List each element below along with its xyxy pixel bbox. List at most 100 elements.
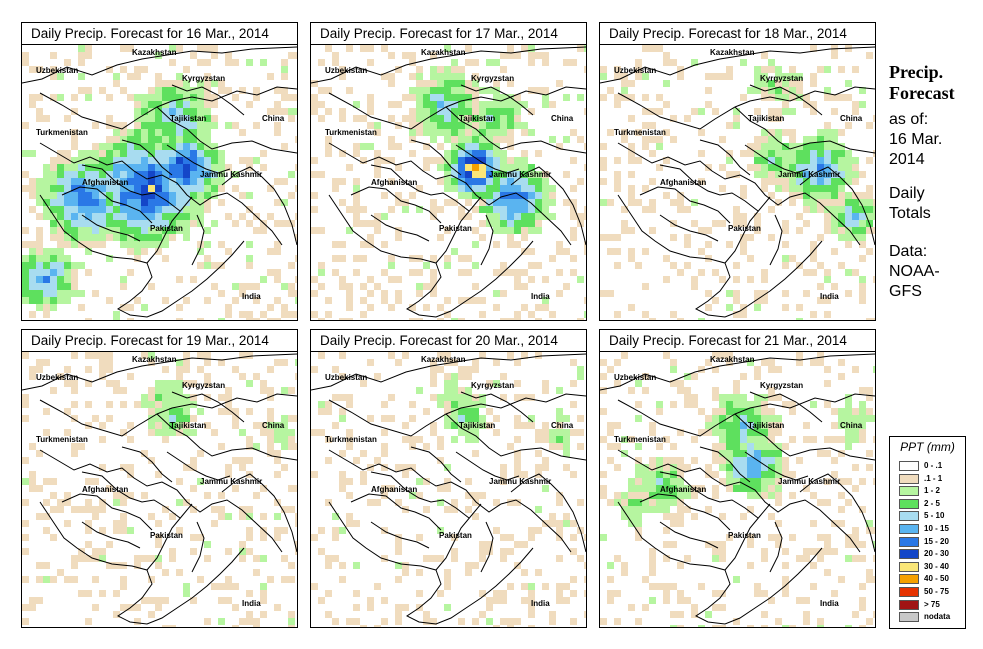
precip-cell [761, 80, 768, 87]
precip-cell [197, 352, 204, 359]
data-source-line: Data: [889, 243, 928, 260]
precip-cell [197, 192, 204, 199]
precip-cell [775, 73, 782, 80]
precip-cell [500, 108, 507, 115]
precip-cell [346, 492, 353, 499]
precip-cell [614, 492, 621, 499]
precip-cell [740, 185, 747, 192]
precip-cell [451, 408, 458, 415]
precip-cell [451, 394, 458, 401]
precip-cell [190, 178, 197, 185]
precip-cell [542, 171, 549, 178]
map-label-china: China [840, 421, 863, 430]
precip-cell [796, 185, 803, 192]
precip-cell [22, 241, 29, 248]
precip-cell [514, 269, 521, 276]
precip-cell [521, 206, 528, 213]
precip-cell [190, 597, 197, 604]
precip-cell [670, 583, 677, 590]
precip-cell [120, 150, 127, 157]
precip-cell [141, 150, 148, 157]
precip-cell [71, 234, 78, 241]
precip-cell [169, 192, 176, 199]
precip-cell [148, 94, 155, 101]
precip-cell [176, 164, 183, 171]
precip-cell [726, 464, 733, 471]
precip-cell [332, 178, 339, 185]
precip-cell [451, 401, 458, 408]
precip-cell [472, 415, 479, 422]
precip-cell [712, 415, 719, 422]
precip-cell [563, 443, 570, 450]
precip-cell [479, 492, 486, 499]
precip-cell [113, 562, 120, 569]
precip-cell [176, 499, 183, 506]
precip-cell [120, 164, 127, 171]
precip-cell [838, 227, 845, 234]
precip-cell [563, 136, 570, 143]
precip-cell [444, 394, 451, 401]
precip-cell [106, 192, 113, 199]
precip-cell [22, 59, 29, 66]
precip-cell [64, 283, 71, 290]
precip-cell [388, 115, 395, 122]
precip-cell [162, 234, 169, 241]
legend-label: 30 - 40 [924, 561, 949, 571]
precip-cell [754, 492, 761, 499]
precip-cell [444, 401, 451, 408]
precip-cell [423, 94, 430, 101]
precip-cell [416, 318, 423, 320]
precip-cell [148, 283, 155, 290]
precip-cell [733, 311, 740, 318]
precip-cell [465, 394, 472, 401]
precip-cell [430, 73, 437, 80]
precip-cell [260, 150, 267, 157]
precip-cell [120, 206, 127, 213]
border-line [460, 84, 534, 116]
precip-cell [628, 248, 635, 255]
precip-cell [563, 199, 570, 206]
precip-cell [50, 534, 57, 541]
precip-cell [127, 373, 134, 380]
precip-cell [148, 220, 155, 227]
precip-cell [444, 506, 451, 513]
precip-cell [789, 185, 796, 192]
precip-cell [677, 471, 684, 478]
precip-cell [500, 597, 507, 604]
precip-cell [698, 366, 705, 373]
precip-cell [274, 199, 281, 206]
legend-label: 20 - 30 [924, 549, 949, 559]
precip-cell [381, 597, 388, 604]
precip-cell [775, 471, 782, 478]
precip-cell [155, 555, 162, 562]
precip-cell [78, 506, 85, 513]
precip-cell [838, 415, 845, 422]
precip-cell [649, 548, 656, 555]
precip-cell [817, 352, 824, 359]
precip-cell [225, 394, 232, 401]
precip-cell [472, 562, 479, 569]
precip-cell [803, 485, 810, 492]
precip-cell [36, 185, 43, 192]
country-borders [600, 46, 875, 318]
precip-cell [346, 436, 353, 443]
precip-cell [430, 101, 437, 108]
precip-cell [493, 171, 500, 178]
precip-cell [465, 506, 472, 513]
precip-cell [141, 241, 148, 248]
precip-cell [353, 220, 360, 227]
map-label-kyrgyzstan: Kyrgyzstan [471, 74, 514, 83]
precip-cell [218, 513, 225, 520]
precip-cell [733, 429, 740, 436]
precip-cell [113, 590, 120, 597]
precip-cell [493, 415, 500, 422]
precip-cell [500, 178, 507, 185]
precip-cell [705, 464, 712, 471]
precip-cell [649, 136, 656, 143]
precip-cell [162, 227, 169, 234]
precip-cell [824, 178, 831, 185]
precip-cell [281, 220, 288, 227]
precip-cell [437, 499, 444, 506]
precip-cell [775, 443, 782, 450]
precip-cell [458, 66, 465, 73]
